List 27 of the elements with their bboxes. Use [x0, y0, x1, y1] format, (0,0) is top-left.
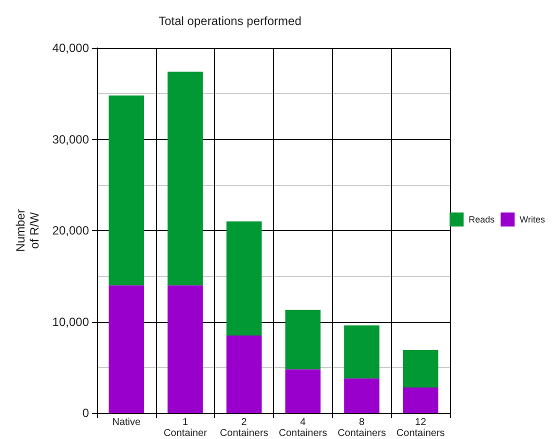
x-tick-label: Native — [112, 417, 142, 428]
y-axis-title: Number of R/W — [13, 209, 42, 252]
y-tick-label: 40,000 — [52, 41, 90, 55]
bar — [285, 310, 321, 370]
x-tick-label: 12 Containers — [396, 417, 445, 439]
bar — [226, 221, 262, 336]
y-tick-label: 30,000 — [52, 132, 90, 146]
legend-label: Reads — [468, 214, 496, 224]
y-tick-label: 20,000 — [52, 224, 90, 238]
bar — [226, 335, 262, 413]
bar — [344, 325, 380, 378]
x-tick-label: 4 Containers — [278, 417, 328, 439]
bar — [285, 369, 321, 413]
x-tick-label: 8 Containers — [338, 417, 386, 439]
bar — [168, 72, 203, 286]
bar — [402, 350, 438, 388]
chart-title: Total operations performed — [158, 14, 302, 28]
bar — [344, 378, 380, 413]
x-tick-label: 1 Container — [164, 417, 208, 439]
legend-label: Writes — [520, 214, 546, 224]
y-tick-label: 0 — [82, 406, 90, 420]
bar — [402, 387, 438, 413]
bar — [108, 95, 144, 286]
bar — [108, 285, 144, 413]
bar — [168, 285, 203, 413]
y-tick-label: 10,000 — [52, 314, 90, 329]
x-tick-label: 2 Containers — [220, 417, 268, 439]
